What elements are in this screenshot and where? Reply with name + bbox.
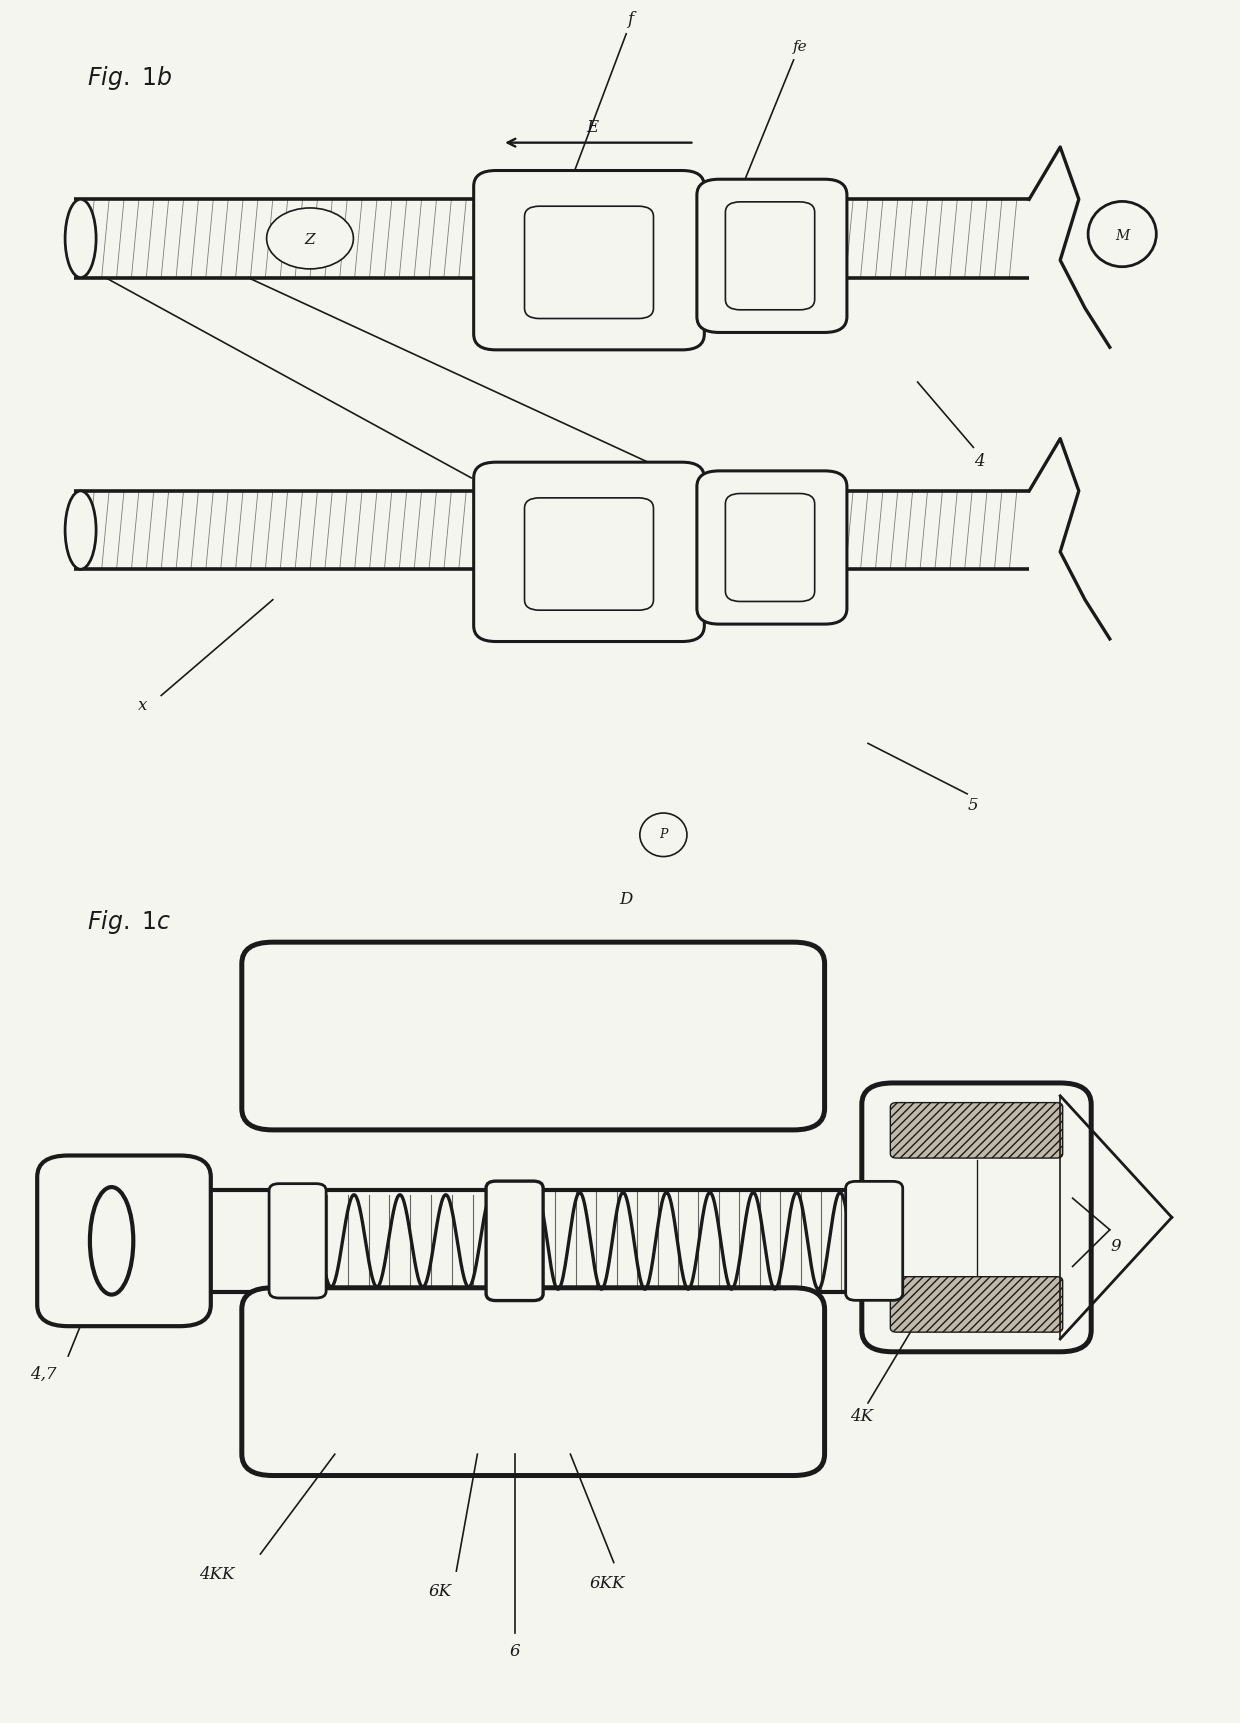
Text: P: P xyxy=(660,827,667,841)
Text: M: M xyxy=(1115,229,1130,243)
Ellipse shape xyxy=(1089,202,1156,267)
Text: 6K: 6K xyxy=(429,1582,451,1599)
Ellipse shape xyxy=(640,813,687,856)
Text: 9: 9 xyxy=(1111,1237,1121,1254)
FancyBboxPatch shape xyxy=(862,1084,1091,1353)
Text: 4,7: 4,7 xyxy=(30,1365,57,1382)
FancyBboxPatch shape xyxy=(486,1182,543,1301)
FancyBboxPatch shape xyxy=(474,171,704,351)
FancyBboxPatch shape xyxy=(697,181,847,333)
Text: x: x xyxy=(138,696,148,713)
Text: E: E xyxy=(587,119,599,136)
Text: $\mathit{Fig.}$ $\mathit{1b}$: $\mathit{Fig.}$ $\mathit{1b}$ xyxy=(87,64,172,93)
FancyBboxPatch shape xyxy=(525,207,653,319)
FancyBboxPatch shape xyxy=(242,942,825,1130)
Text: 5: 5 xyxy=(968,796,978,813)
Text: 4K: 4K xyxy=(851,1408,873,1425)
Text: f: f xyxy=(627,10,632,28)
Text: D: D xyxy=(620,891,632,908)
Text: Z: Z xyxy=(305,233,315,246)
FancyBboxPatch shape xyxy=(890,1277,1063,1332)
FancyBboxPatch shape xyxy=(37,1156,211,1327)
Text: fe: fe xyxy=(792,40,807,53)
FancyBboxPatch shape xyxy=(890,1103,1063,1158)
FancyBboxPatch shape xyxy=(725,203,815,310)
FancyBboxPatch shape xyxy=(725,495,815,601)
FancyBboxPatch shape xyxy=(242,1289,825,1475)
Ellipse shape xyxy=(66,491,97,570)
Text: 4KK: 4KK xyxy=(200,1564,234,1582)
FancyBboxPatch shape xyxy=(525,498,653,612)
FancyBboxPatch shape xyxy=(846,1182,903,1301)
Ellipse shape xyxy=(66,200,97,279)
Ellipse shape xyxy=(89,1187,134,1296)
Ellipse shape xyxy=(267,208,353,271)
Text: 6KK: 6KK xyxy=(590,1573,625,1590)
FancyBboxPatch shape xyxy=(474,463,704,643)
Text: 4: 4 xyxy=(975,453,985,470)
Text: 6: 6 xyxy=(510,1642,520,1659)
FancyBboxPatch shape xyxy=(269,1184,326,1297)
FancyBboxPatch shape xyxy=(697,472,847,625)
Text: $\mathit{Fig.}$ $\mathit{1c}$: $\mathit{Fig.}$ $\mathit{1c}$ xyxy=(87,908,171,936)
